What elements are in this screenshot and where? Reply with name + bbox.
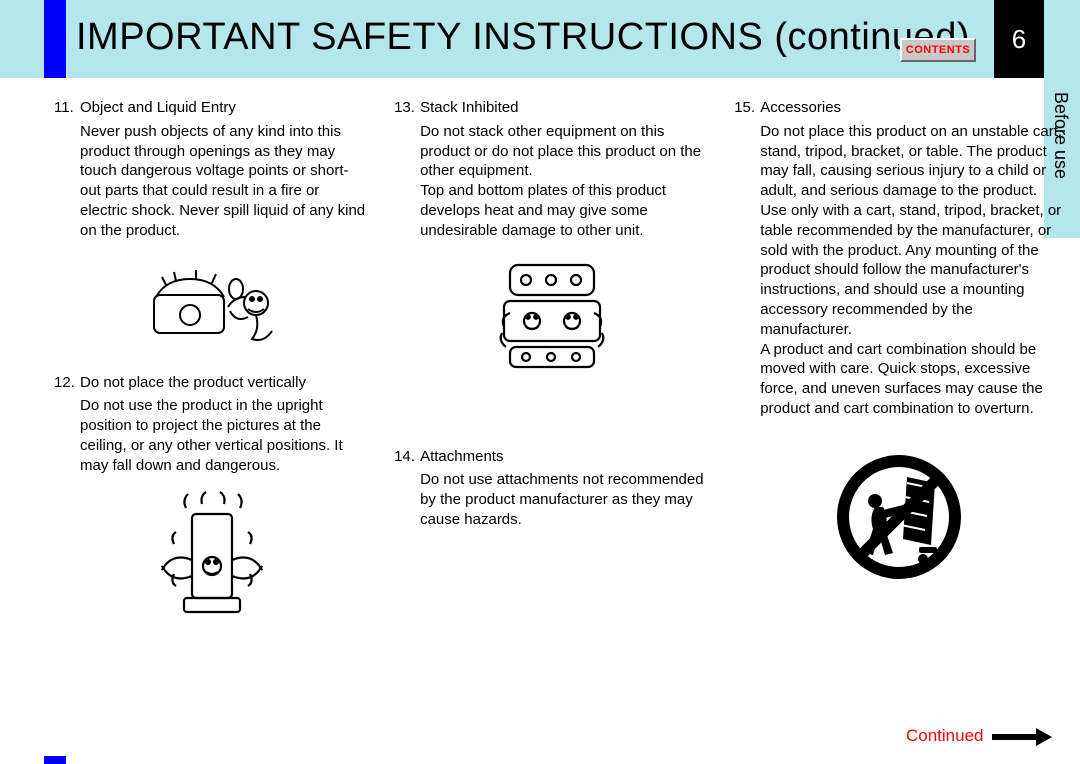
item-title: Do not place the product vertically: [80, 373, 306, 393]
item-body: Do not stack other equipment on this pro…: [420, 122, 708, 241]
item-body: Do not use the product in the upright po…: [80, 396, 368, 475]
illustration-11: [54, 255, 368, 355]
item-title: Object and Liquid Entry: [80, 98, 236, 118]
illustration-15: [734, 447, 1064, 587]
item-title: Accessories: [760, 98, 841, 118]
item-15: 15. Accessories Do not place this produc…: [734, 98, 1064, 419]
item-13: 13. Stack Inhibited Do not stack other e…: [394, 98, 708, 241]
item-title: Stack Inhibited: [420, 98, 518, 118]
column-2: 13. Stack Inhibited Do not stack other e…: [394, 98, 708, 648]
item-number: 13.: [394, 98, 420, 118]
column-3: 15. Accessories Do not place this produc…: [734, 98, 1064, 648]
continued-label: Continued: [906, 726, 984, 746]
item-number: 15.: [734, 98, 760, 118]
blue-bar-top: [44, 0, 66, 78]
item-11: 11. Object and Liquid Entry Never push o…: [54, 98, 368, 241]
item-body: Never push objects of any kind into this…: [80, 122, 368, 241]
item-number: 14.: [394, 447, 420, 467]
page-number: 6: [994, 0, 1044, 78]
continued-arrow-icon: [992, 728, 1052, 751]
illustration-13: [394, 255, 708, 375]
contents-button[interactable]: CONTENTS: [900, 38, 976, 62]
page-title: IMPORTANT SAFETY INSTRUCTIONS (continued…: [76, 16, 970, 59]
illustration-12: [54, 490, 368, 630]
item-number: 12.: [54, 373, 80, 393]
item-number: 11.: [54, 98, 80, 118]
item-title: Attachments: [420, 447, 503, 467]
item-12: 12. Do not place the product vertically …: [54, 373, 368, 476]
item-body: Do not place this product on an unstable…: [760, 122, 1064, 419]
blue-bar-bottom: [44, 756, 66, 764]
item-14: 14. Attachments Do not use attachments n…: [394, 447, 708, 530]
spacer: [394, 393, 708, 447]
item-body: Do not use attachments not recommended b…: [420, 470, 708, 529]
content-columns: 11. Object and Liquid Entry Never push o…: [54, 98, 1064, 648]
column-1: 11. Object and Liquid Entry Never push o…: [54, 98, 368, 648]
